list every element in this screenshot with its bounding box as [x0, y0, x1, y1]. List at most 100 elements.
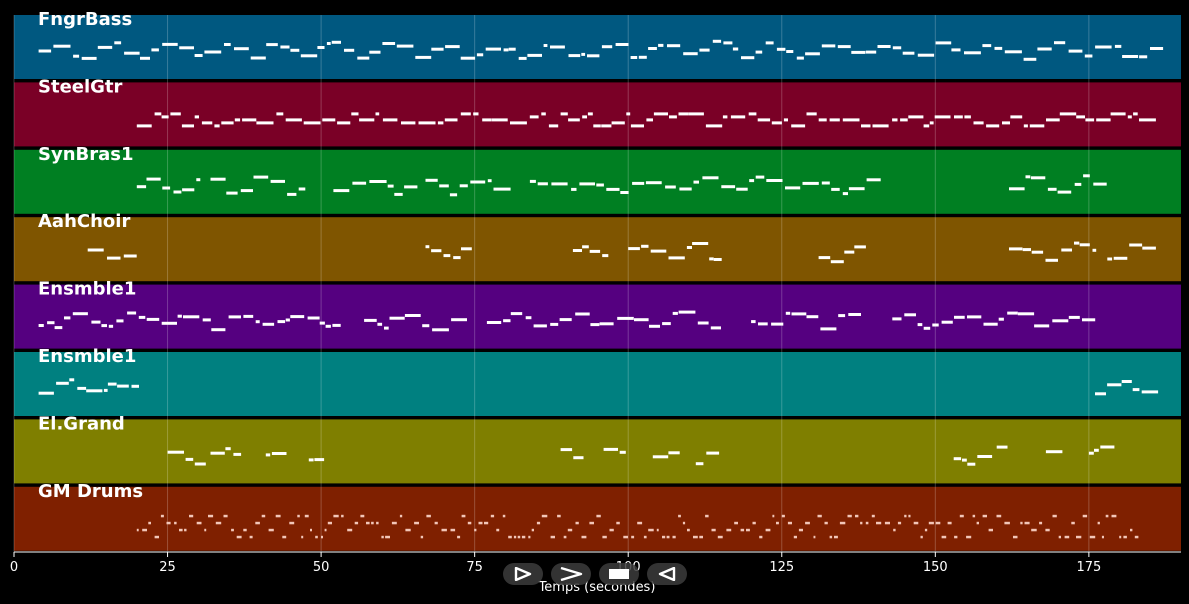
note — [333, 189, 350, 193]
note — [893, 528, 896, 532]
note — [567, 528, 573, 532]
note — [722, 115, 728, 119]
forward-button[interactable] — [551, 563, 591, 585]
note — [364, 318, 377, 322]
note — [179, 46, 194, 50]
note — [453, 256, 461, 260]
note — [513, 535, 517, 539]
note — [314, 458, 325, 462]
note — [204, 528, 207, 532]
track-name: El.Grand — [38, 413, 125, 434]
note — [414, 521, 419, 525]
note — [1009, 187, 1025, 191]
note — [615, 43, 629, 46]
note — [503, 48, 509, 52]
note — [781, 514, 785, 518]
note — [996, 514, 1002, 518]
note — [161, 321, 177, 325]
note — [1142, 246, 1156, 250]
note — [904, 313, 916, 317]
note — [359, 118, 375, 122]
note — [838, 314, 846, 318]
note — [712, 39, 722, 43]
note — [678, 514, 681, 518]
note — [138, 315, 146, 319]
note — [1121, 380, 1132, 383]
note — [1082, 514, 1088, 518]
note — [103, 388, 108, 392]
note — [443, 254, 451, 258]
note — [776, 521, 779, 525]
note — [711, 528, 716, 532]
note — [298, 187, 306, 191]
note — [210, 451, 225, 455]
note — [1132, 388, 1140, 392]
note — [196, 521, 202, 525]
track-name: FngrBass — [38, 9, 132, 30]
note — [1122, 55, 1139, 58]
note — [146, 177, 161, 181]
note — [954, 315, 965, 319]
note — [755, 175, 765, 179]
note — [581, 535, 587, 539]
note — [986, 124, 1000, 128]
note — [892, 46, 902, 50]
note — [289, 521, 295, 525]
note — [929, 121, 934, 125]
note — [162, 186, 171, 190]
note — [194, 462, 206, 466]
note — [900, 118, 908, 122]
note — [866, 178, 881, 182]
note — [1022, 248, 1031, 252]
note — [705, 124, 723, 128]
note — [884, 521, 890, 525]
note — [228, 315, 241, 319]
note — [1034, 324, 1050, 328]
note — [482, 118, 492, 122]
note — [1107, 257, 1113, 261]
note — [723, 41, 733, 45]
note — [107, 256, 121, 260]
note — [533, 324, 547, 328]
note — [805, 521, 810, 525]
note — [785, 186, 801, 190]
play-button[interactable] — [503, 563, 543, 585]
note — [877, 45, 891, 48]
note — [174, 521, 177, 525]
note — [136, 185, 147, 189]
note — [1052, 514, 1057, 518]
note — [617, 316, 634, 320]
stop-button[interactable] — [599, 563, 639, 585]
note — [1045, 450, 1063, 454]
note — [528, 535, 531, 539]
note — [601, 124, 612, 128]
note — [211, 328, 226, 332]
note — [637, 521, 643, 525]
note — [1092, 248, 1097, 252]
note — [802, 181, 819, 185]
note — [1097, 521, 1100, 525]
note — [418, 121, 436, 125]
note — [643, 535, 647, 539]
note — [303, 121, 321, 125]
note — [268, 528, 274, 532]
track-band — [14, 284, 1181, 349]
rewind-button[interactable] — [647, 563, 687, 585]
note — [662, 535, 666, 539]
note — [590, 323, 600, 327]
note — [518, 56, 527, 60]
note — [184, 528, 187, 532]
note — [459, 184, 468, 188]
note — [861, 124, 871, 128]
note — [821, 181, 830, 185]
track-name: SteelGtr — [38, 76, 123, 97]
note — [341, 514, 344, 518]
track-band — [14, 82, 1181, 147]
note — [1074, 182, 1082, 186]
note — [266, 43, 278, 47]
note — [568, 118, 580, 122]
note — [275, 514, 281, 518]
note — [953, 457, 962, 461]
note — [798, 528, 803, 532]
